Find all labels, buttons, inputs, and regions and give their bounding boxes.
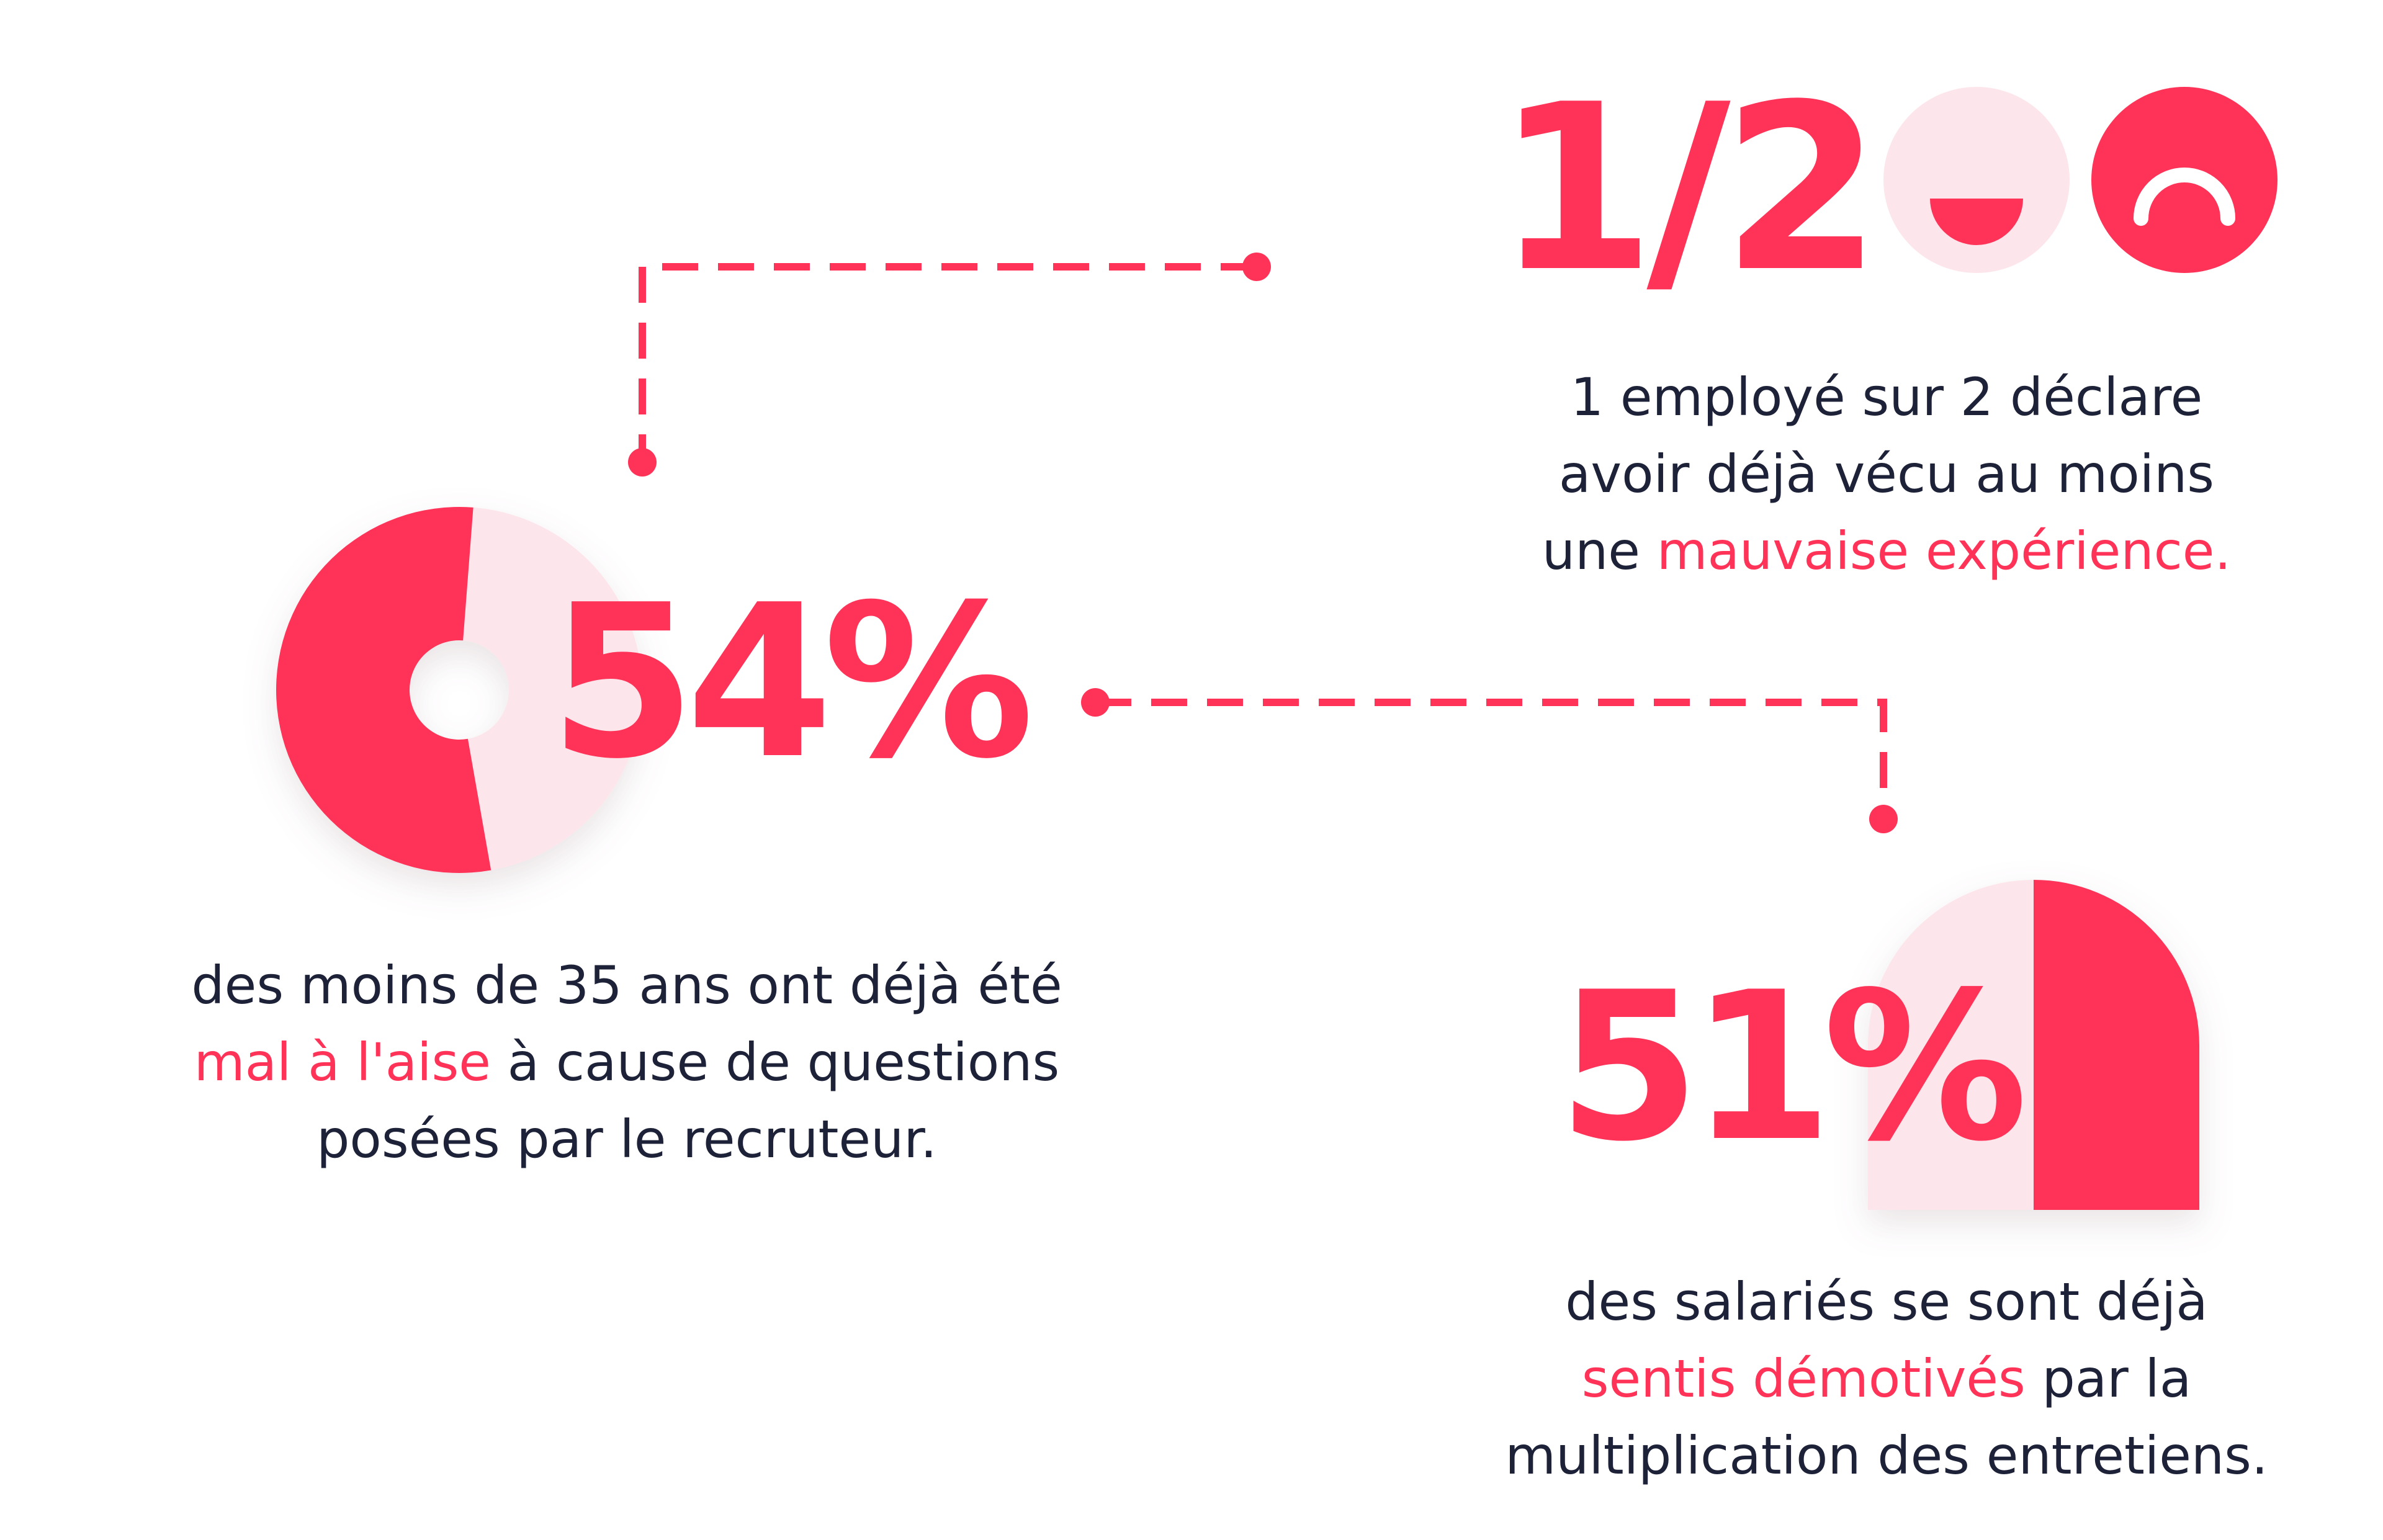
donut-chart xyxy=(276,507,642,874)
dashed-connector-middle xyxy=(1095,699,1887,819)
connector-dot xyxy=(1242,253,1271,281)
caption-line: une mauvaise expérience. xyxy=(1502,513,2271,589)
caption-text: une xyxy=(1542,521,1657,581)
caption-line: multiplication des entretiens. xyxy=(1505,1425,2268,1486)
caption-text: par la xyxy=(2025,1348,2192,1409)
caption-line: sentis démotivés par la xyxy=(1446,1340,2327,1417)
caption-line: avoir déjà vécu au moins xyxy=(1558,444,2215,504)
arch-chart xyxy=(1868,880,2199,1210)
caption-54-percent: des moins de 35 ans ont déjà été mal à l… xyxy=(149,947,1105,1178)
caption-line: des moins de 35 ans ont déjà été xyxy=(191,955,1062,1016)
caption-highlight: sentis démotivés xyxy=(1581,1348,2026,1409)
stat-one-in-two: 1/2 xyxy=(1496,56,1882,323)
caption-text: à cause de questions xyxy=(490,1032,1060,1093)
stat-51-percent: 51% xyxy=(1558,948,2028,1186)
connector-dot xyxy=(1081,688,1110,717)
connector-dot xyxy=(1869,805,1898,833)
caption-line: posées par le recruteur. xyxy=(316,1109,937,1170)
caption-line: mal à l'aise à cause de questions xyxy=(149,1024,1105,1101)
sad-face-icon xyxy=(2091,87,2278,273)
caption-line: des salariés se sont déjà xyxy=(1565,1271,2208,1332)
caption-highlight: mal à l'aise xyxy=(194,1032,491,1093)
arch-right-half xyxy=(2034,880,2199,1210)
caption-line: 1 employé sur 2 déclare xyxy=(1570,367,2203,428)
arch-left-half xyxy=(1868,880,2034,1210)
caption-highlight: mauvaise expérience. xyxy=(1656,521,2232,581)
dashed-connector-top xyxy=(639,263,1257,462)
neutral-face-icon xyxy=(1883,87,2070,273)
stat-54-percent: 54% xyxy=(549,560,1034,805)
caption-one-in-two: 1 employé sur 2 déclare avoir déjà vécu … xyxy=(1502,359,2271,589)
donut-share xyxy=(276,507,491,874)
caption-51-percent: des salariés se sont déjà sentis démotiv… xyxy=(1446,1263,2327,1494)
connector-dot xyxy=(628,448,657,477)
